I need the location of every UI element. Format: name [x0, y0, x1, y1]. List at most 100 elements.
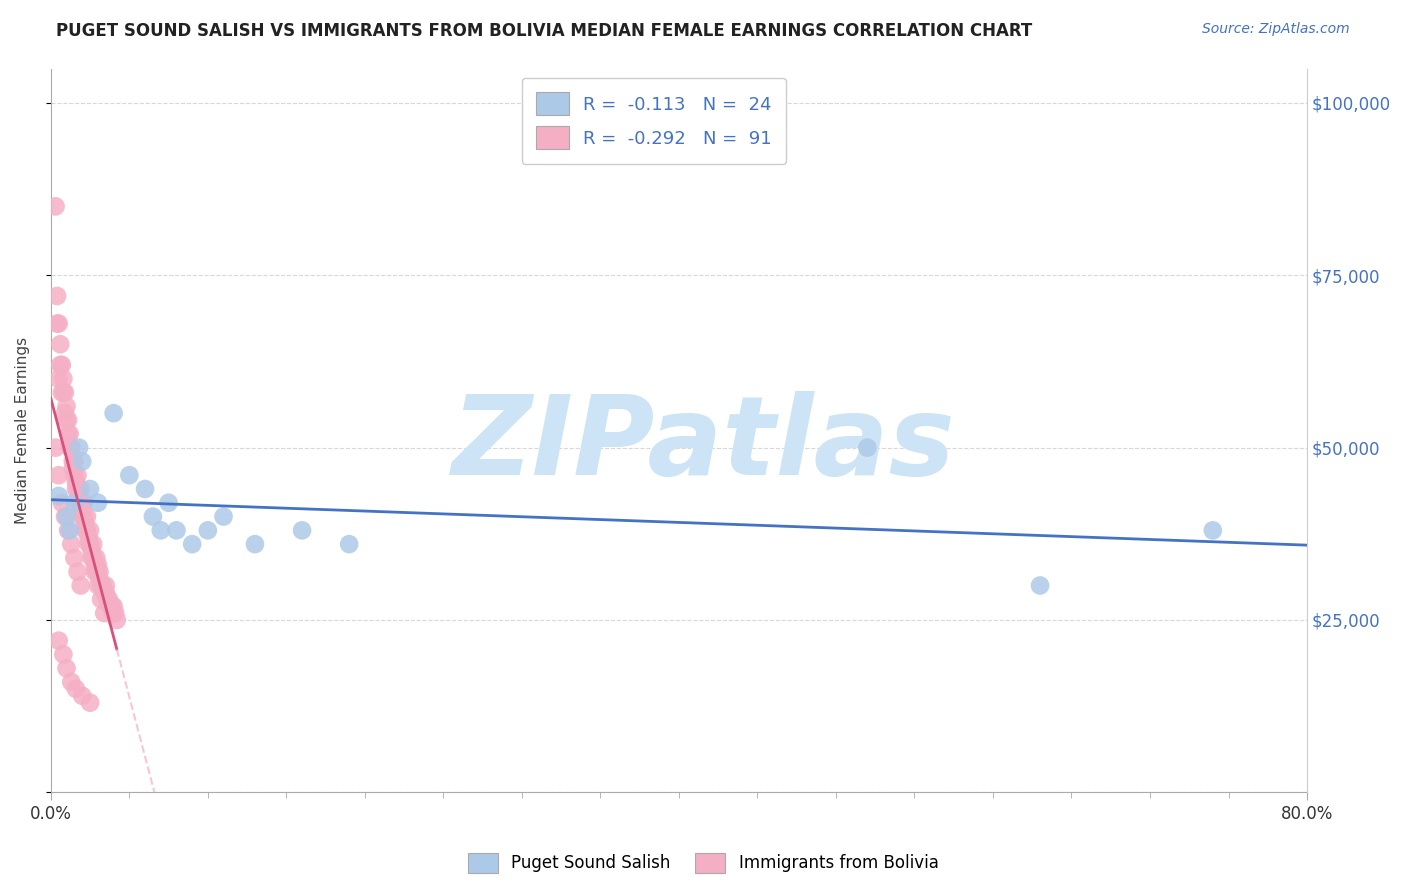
Point — [291, 524, 314, 538]
Point — [97, 592, 120, 607]
Point — [46, 317, 69, 331]
Point — [149, 524, 172, 538]
Point — [91, 578, 114, 592]
Point — [77, 537, 100, 551]
Point — [65, 482, 87, 496]
Point — [87, 565, 110, 579]
Point — [80, 544, 103, 558]
Point — [59, 426, 82, 441]
Point — [46, 289, 69, 303]
Point — [53, 385, 76, 400]
Point — [181, 537, 204, 551]
Point — [105, 613, 128, 627]
Text: PUGET SOUND SALISH VS IMMIGRANTS FROM BOLIVIA MEDIAN FEMALE EARNINGS CORRELATION: PUGET SOUND SALISH VS IMMIGRANTS FROM BO… — [56, 22, 1032, 40]
Point — [63, 454, 86, 468]
Point — [60, 441, 83, 455]
Point — [87, 496, 110, 510]
Point — [90, 592, 112, 607]
Point — [93, 606, 115, 620]
Point — [66, 565, 89, 579]
Point — [104, 606, 127, 620]
Point — [856, 441, 879, 455]
Point — [83, 565, 105, 579]
Point — [165, 524, 187, 538]
Point — [55, 661, 77, 675]
Point — [77, 530, 100, 544]
Point — [66, 482, 89, 496]
Point — [51, 496, 73, 510]
Point — [157, 496, 180, 510]
Point — [142, 509, 165, 524]
Text: ZIPatlas: ZIPatlas — [453, 392, 956, 499]
Point — [91, 578, 114, 592]
Point — [51, 385, 73, 400]
Point — [69, 496, 91, 510]
Point — [79, 524, 101, 538]
Point — [86, 550, 108, 565]
Point — [87, 558, 110, 572]
Y-axis label: Median Female Earnings: Median Female Earnings — [15, 337, 30, 524]
Point — [52, 648, 75, 662]
Point — [79, 696, 101, 710]
Point — [51, 358, 73, 372]
Legend: Puget Sound Salish, Immigrants from Bolivia: Puget Sound Salish, Immigrants from Boli… — [461, 847, 945, 880]
Point — [55, 399, 77, 413]
Point — [197, 524, 219, 538]
Point — [79, 537, 101, 551]
Point — [60, 675, 83, 690]
Point — [94, 578, 117, 592]
Point — [45, 441, 67, 455]
Point — [70, 502, 93, 516]
Point — [49, 358, 72, 372]
Point — [65, 681, 87, 696]
Point — [212, 509, 235, 524]
Point — [60, 537, 83, 551]
Point — [89, 572, 111, 586]
Point — [83, 558, 105, 572]
Point — [52, 385, 75, 400]
Point — [49, 337, 72, 351]
Point — [69, 578, 91, 592]
Point — [82, 550, 104, 565]
Point — [1029, 578, 1052, 592]
Point — [48, 633, 70, 648]
Point — [62, 454, 84, 468]
Point — [56, 524, 79, 538]
Point — [48, 489, 70, 503]
Point — [103, 599, 125, 614]
Point — [53, 509, 76, 524]
Point — [55, 413, 77, 427]
Point — [86, 565, 108, 579]
Point — [80, 550, 103, 565]
Point — [48, 372, 70, 386]
Point — [101, 599, 124, 614]
Point — [90, 578, 112, 592]
Point — [94, 585, 117, 599]
Point — [55, 509, 77, 524]
Point — [52, 372, 75, 386]
Point — [67, 489, 90, 503]
Point — [96, 592, 118, 607]
Point — [76, 524, 98, 538]
Point — [56, 413, 79, 427]
Text: Source: ZipAtlas.com: Source: ZipAtlas.com — [1202, 22, 1350, 37]
Point — [337, 537, 360, 551]
Point — [48, 468, 70, 483]
Point — [59, 441, 82, 455]
Point — [65, 475, 87, 489]
Legend: R =  -0.113   N =  24, R =  -0.292   N =  91: R = -0.113 N = 24, R = -0.292 N = 91 — [522, 78, 786, 163]
Point — [62, 461, 84, 475]
Point — [70, 509, 93, 524]
Point — [45, 199, 67, 213]
Point — [67, 496, 90, 510]
Point — [63, 550, 86, 565]
Point — [134, 482, 156, 496]
Point — [103, 606, 125, 620]
Point — [70, 454, 93, 468]
Point — [82, 537, 104, 551]
Point — [243, 537, 266, 551]
Point — [73, 496, 96, 510]
Point — [48, 317, 70, 331]
Point — [73, 509, 96, 524]
Point — [93, 585, 115, 599]
